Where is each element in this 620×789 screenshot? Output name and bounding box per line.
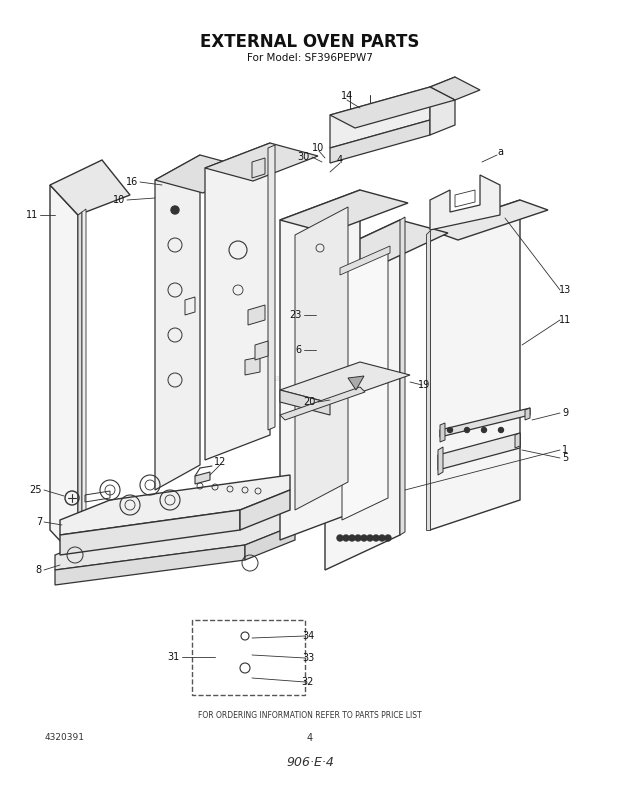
Polygon shape (155, 155, 248, 193)
Text: 906·E·4: 906·E·4 (286, 756, 334, 768)
Polygon shape (195, 472, 210, 484)
Polygon shape (192, 620, 305, 695)
Text: 14: 14 (341, 91, 353, 101)
Polygon shape (280, 390, 330, 415)
Polygon shape (340, 246, 390, 275)
Text: 16: 16 (126, 177, 138, 187)
Polygon shape (325, 220, 448, 268)
Text: FOR ORDERING INFORMATION REFER TO PARTS PRICE LIST: FOR ORDERING INFORMATION REFER TO PARTS … (198, 711, 422, 720)
Polygon shape (438, 433, 520, 470)
Polygon shape (426, 230, 430, 530)
Circle shape (464, 428, 469, 432)
Polygon shape (205, 143, 318, 181)
Text: 11: 11 (26, 210, 38, 220)
Polygon shape (205, 143, 270, 460)
Polygon shape (348, 376, 364, 390)
Polygon shape (330, 87, 455, 128)
Polygon shape (280, 190, 360, 540)
Polygon shape (245, 357, 260, 375)
Circle shape (367, 535, 373, 541)
Text: 23: 23 (290, 310, 302, 320)
Polygon shape (280, 387, 365, 420)
Polygon shape (280, 362, 410, 403)
Text: 4: 4 (307, 733, 313, 743)
Polygon shape (440, 423, 445, 442)
Polygon shape (430, 200, 520, 530)
Polygon shape (60, 510, 240, 555)
Circle shape (482, 428, 487, 432)
Circle shape (337, 535, 343, 541)
Polygon shape (245, 525, 295, 560)
Text: 25: 25 (30, 485, 42, 495)
Circle shape (171, 206, 179, 214)
Text: 34: 34 (302, 631, 314, 641)
Polygon shape (155, 155, 200, 490)
Text: 6: 6 (296, 345, 302, 355)
Polygon shape (50, 160, 130, 215)
Polygon shape (280, 190, 408, 233)
Polygon shape (55, 510, 295, 570)
Circle shape (498, 428, 503, 432)
Polygon shape (440, 408, 530, 437)
Circle shape (361, 535, 367, 541)
Polygon shape (525, 408, 530, 420)
Text: 1: 1 (562, 445, 568, 455)
Polygon shape (78, 212, 82, 560)
Text: 11: 11 (559, 315, 571, 325)
Polygon shape (55, 545, 245, 585)
Polygon shape (50, 185, 78, 560)
Polygon shape (430, 77, 480, 100)
Polygon shape (330, 87, 430, 148)
Polygon shape (342, 251, 388, 520)
Circle shape (343, 535, 349, 541)
Text: 4: 4 (337, 155, 343, 165)
Polygon shape (255, 341, 268, 360)
Text: 9: 9 (562, 408, 568, 418)
Text: 33: 33 (302, 653, 314, 663)
Polygon shape (430, 175, 500, 230)
Polygon shape (60, 475, 290, 535)
Polygon shape (438, 447, 443, 475)
Text: 30: 30 (298, 152, 310, 162)
Polygon shape (268, 145, 275, 430)
Text: 13: 13 (559, 285, 571, 295)
Circle shape (448, 428, 453, 432)
Polygon shape (82, 209, 86, 557)
Text: 7: 7 (36, 517, 42, 527)
Text: 10: 10 (113, 195, 125, 205)
Text: 4320391: 4320391 (45, 734, 85, 742)
Circle shape (373, 535, 379, 541)
Polygon shape (252, 158, 265, 178)
Polygon shape (248, 305, 265, 325)
Text: a: a (497, 147, 503, 157)
Text: EXTERNAL OVEN PARTS: EXTERNAL OVEN PARTS (200, 33, 420, 51)
Polygon shape (400, 217, 405, 535)
Circle shape (379, 535, 385, 541)
Text: 20: 20 (304, 397, 316, 407)
Text: 12: 12 (214, 457, 226, 467)
Circle shape (385, 535, 391, 541)
Text: 31: 31 (168, 652, 180, 662)
Circle shape (349, 535, 355, 541)
Polygon shape (330, 120, 430, 163)
Circle shape (355, 535, 361, 541)
Text: 5: 5 (562, 453, 568, 463)
Polygon shape (325, 220, 400, 570)
Text: For Model: SF396PEPW7: For Model: SF396PEPW7 (247, 53, 373, 63)
Polygon shape (240, 490, 290, 530)
Text: 8: 8 (36, 565, 42, 575)
Polygon shape (430, 200, 548, 240)
Polygon shape (430, 77, 455, 135)
Text: 32: 32 (302, 677, 314, 687)
Text: 19: 19 (418, 380, 430, 390)
Text: eReplacementParts.com: eReplacementParts.com (210, 374, 311, 383)
Polygon shape (515, 433, 520, 448)
Polygon shape (295, 207, 348, 510)
Text: 10: 10 (312, 143, 324, 153)
